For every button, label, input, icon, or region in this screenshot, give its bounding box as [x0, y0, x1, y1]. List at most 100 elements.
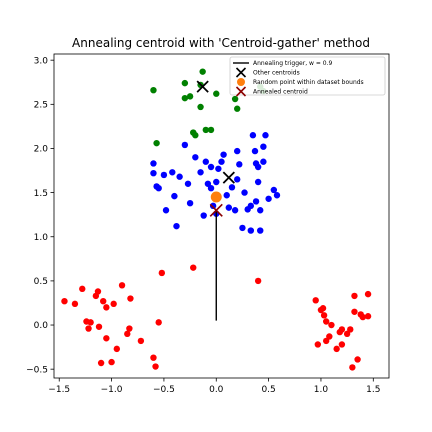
legend-item: Annealed centroid: [235, 86, 308, 97]
x-tick-label: 0.0: [209, 385, 224, 395]
x-tick-label: −1.5: [48, 385, 70, 395]
x-axis: −1.5 −1.0 −0.5 0.0 0.5 1.0 1.5: [48, 378, 380, 395]
x-tick-label: 1.0: [314, 385, 329, 395]
scatter-point: [364, 313, 372, 320]
scatter-point: [254, 277, 262, 285]
scatter-point: [127, 295, 134, 302]
x-tick-label: −0.5: [153, 385, 175, 395]
legend-item: Other centroids: [235, 67, 300, 78]
scatter-point: [251, 147, 259, 155]
scatter-point: [231, 95, 239, 103]
annealed-centroid-marker: [209, 203, 223, 217]
scatter-point: [231, 207, 239, 214]
scatter-point: [236, 161, 243, 168]
scatter-point: [254, 178, 262, 186]
scatter-point: [262, 132, 269, 139]
scatter-point: [260, 143, 267, 150]
scatter-point: [169, 169, 176, 176]
scatter-point: [270, 186, 278, 194]
random-point: [210, 191, 222, 203]
scatter-point: [100, 297, 107, 305]
scatter-point: [103, 335, 110, 342]
scatter-point: [273, 192, 281, 199]
scatter-point: [204, 180, 212, 187]
scatter-point: [207, 163, 215, 171]
scatter-point: [152, 363, 159, 370]
legend-label: Random point within dataset bounds: [253, 79, 364, 86]
scatter-point: [351, 308, 358, 315]
y-tick-label: 3.0: [34, 56, 49, 66]
scatter-point: [87, 319, 94, 326]
scatter-point: [108, 358, 115, 366]
scatter-point: [192, 132, 199, 139]
scatter-point: [126, 325, 133, 332]
scatter-point: [234, 176, 241, 183]
scatter-point: [197, 103, 204, 111]
legend-x-swatch: [235, 67, 247, 78]
y-tick-label: 2.5: [34, 101, 48, 111]
y-tick-label: 1.5: [34, 189, 48, 199]
scatter-point: [347, 326, 354, 333]
scatter-point: [326, 333, 333, 340]
x-tick-label: 0.5: [261, 385, 275, 395]
x-tick-label: −1.0: [101, 385, 123, 395]
scatter-point: [220, 151, 227, 158]
scatter-point: [247, 202, 255, 210]
scatter-point: [171, 192, 178, 200]
scatter-point: [322, 318, 330, 325]
scatter-point: [265, 195, 272, 202]
scatter-point: [338, 341, 346, 348]
y-tick-label: −0.5: [26, 365, 48, 375]
legend-item: Random point within dataset bounds: [237, 78, 364, 86]
scatter-point: [254, 163, 262, 171]
y-tick-label: 0.5: [34, 277, 48, 287]
scatter-point: [354, 356, 361, 363]
scatter-point: [155, 319, 162, 326]
axes-frame: [53, 53, 390, 379]
scatter-point: [249, 132, 257, 139]
scatter-point: [343, 330, 351, 338]
scatter-point: [79, 285, 86, 293]
legend-box: [229, 56, 386, 96]
scatter-point: [113, 345, 121, 353]
scatter-point: [181, 94, 189, 102]
scatter-point: [213, 178, 220, 186]
scatter-point: [184, 180, 192, 187]
scatter-point: [150, 160, 157, 167]
scatter-point: [158, 269, 166, 277]
scatter-point: [186, 199, 194, 207]
legend-item: Annealing trigger, w = 0.9: [233, 60, 332, 67]
legend: Annealing trigger, w = 0.9 Other centroid…: [229, 56, 386, 97]
scatter-point: [349, 364, 356, 371]
scatter-point: [241, 189, 248, 196]
other-centroid-marker: [196, 80, 209, 93]
scatter-point: [314, 341, 322, 348]
scatter-point: [124, 330, 131, 338]
scatter-point: [181, 141, 189, 149]
scatter-point: [213, 90, 220, 97]
scatter-point: [252, 198, 260, 205]
scatter-point: [223, 192, 230, 199]
scatter-point: [160, 171, 168, 179]
scatter-point: [137, 337, 145, 345]
scatter-point: [200, 212, 207, 219]
scatter-point: [218, 158, 225, 165]
scatter-point: [190, 264, 197, 271]
scatter-point: [215, 165, 222, 172]
scatter-point: [257, 207, 264, 214]
scatter-point: [234, 147, 241, 155]
legend-x-swatch: [235, 86, 247, 97]
legend-label: Other centroids: [253, 70, 300, 77]
scatter-point: [186, 93, 194, 100]
scatter-point: [110, 300, 117, 308]
scatter-point: [176, 173, 183, 180]
scatter-point: [364, 290, 372, 298]
y-tick-label: 1.0: [34, 233, 49, 243]
scatter-point: [192, 154, 199, 161]
x-tick-label: 1.5: [366, 385, 380, 395]
scatter-point: [207, 184, 215, 192]
scatter-point: [162, 207, 170, 214]
legend-x-swatch-stroke: [235, 67, 247, 78]
scatter-point: [71, 300, 79, 308]
